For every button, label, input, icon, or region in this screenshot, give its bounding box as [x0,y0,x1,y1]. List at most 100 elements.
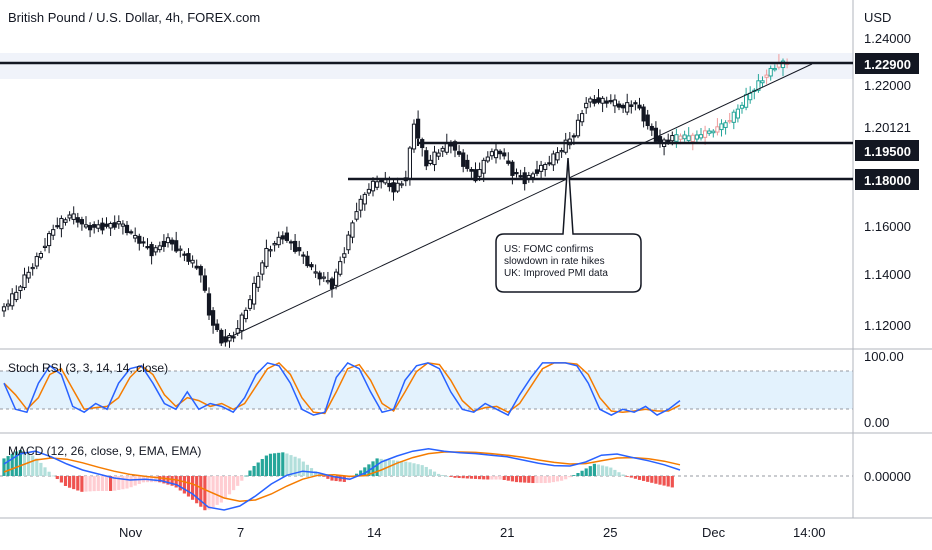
forecast-candle [690,132,695,151]
candle-body [51,229,56,236]
candle-body [739,104,745,109]
macd-histogram-bar [482,476,486,480]
candle [14,285,19,303]
candle-body [88,224,93,231]
macd-histogram-bar [27,453,31,476]
annotation-callout[interactable]: US: FOMC confirms slowdown in rate hikes… [495,157,642,293]
macd-histogram-bar [35,458,39,476]
candle [604,96,609,108]
candle [313,264,318,278]
macd-label[interactable]: MACD (12, 26, close, 9, EMA, EMA) [8,444,201,458]
forecast-candle [698,128,704,141]
candle-body [592,99,597,104]
candle-body [674,134,679,142]
macd-histogram-bar [400,461,404,476]
candle-body [215,323,220,331]
macd-histogram-bar [637,476,642,480]
macd-histogram-bar [195,476,199,504]
candle-body [92,224,97,228]
candle [411,119,417,153]
macd-histogram-bar [219,476,223,503]
candle [489,148,494,160]
candle [551,150,556,172]
candle-body [301,254,306,257]
candle-body [424,150,429,167]
candle [539,160,544,179]
candle-body [338,261,343,275]
candle [120,220,126,235]
candle-body [22,274,27,288]
candle [346,230,351,254]
candle [260,260,265,281]
forecast-candle [682,130,687,142]
candle [461,149,466,173]
candle-body [707,130,712,134]
macd-histogram-bar [244,475,248,477]
candle-body [194,265,199,269]
candle [178,245,183,258]
candle [182,251,187,262]
candle-body [137,235,142,244]
macd-histogram-bar [158,476,162,483]
candle-body [612,99,617,107]
candle-body [596,97,601,103]
macd-histogram-bar [297,458,301,476]
candle-body [584,102,589,109]
macd-histogram-bar [441,475,445,476]
macd-histogram-bar [396,460,400,476]
candle-body [26,271,31,279]
candle-body [575,119,581,137]
macd-histogram-bar [449,476,453,477]
candle-body [502,152,507,157]
candle-body [694,134,699,140]
macd-histogram-bar [117,476,121,490]
candle-body [239,314,244,332]
candle [342,247,347,264]
candle-body [313,271,318,274]
candle [621,103,626,113]
candle-body [375,181,380,188]
candle-body [653,127,658,142]
macd-histogram-bar [96,476,100,491]
macd-histogram-bar [256,462,260,476]
candle-body [198,266,203,276]
candle [112,215,117,230]
macd-histogram-bar [289,455,293,476]
macd-histogram-bar [281,452,285,476]
candle-body [629,104,634,107]
macd-histogram-bar [178,476,182,491]
price-badge-1-19500: 1.19500 [864,144,911,159]
macd-histogram-bar [326,476,330,479]
candle [641,104,646,128]
macd-histogram-bar [223,476,227,499]
candle [247,295,253,311]
candle-body [260,262,265,275]
forecast-candle [780,58,786,77]
candle-body [588,98,593,103]
candle [239,312,244,340]
macd-histogram-bar [457,476,461,479]
stoch-rsi-tick-0: 0.00 [864,415,889,430]
macd-histogram-bar [445,475,449,477]
candle-body [391,182,396,193]
candle [71,206,76,225]
macd-histogram-bar [232,476,236,491]
candle [186,248,191,265]
candle-body [600,97,605,104]
candle-body [116,221,121,225]
macd-histogram-bar [166,476,170,485]
macd-histogram-bar [154,476,158,483]
candle [26,266,31,283]
candle [104,217,109,229]
macd-histogram-bar [486,476,490,480]
candle-body [469,169,474,172]
trendline[interactable] [227,63,813,339]
macd-histogram-bar [240,476,244,481]
candle-body [370,180,376,192]
candle-body [366,188,371,194]
stoch-rsi-label[interactable]: Stoch RSI (3, 3, 14, 14, close) [8,361,168,375]
candle-body [440,147,445,152]
candle [510,160,515,185]
candle [22,267,27,291]
macd-histogram-bar [346,476,350,481]
